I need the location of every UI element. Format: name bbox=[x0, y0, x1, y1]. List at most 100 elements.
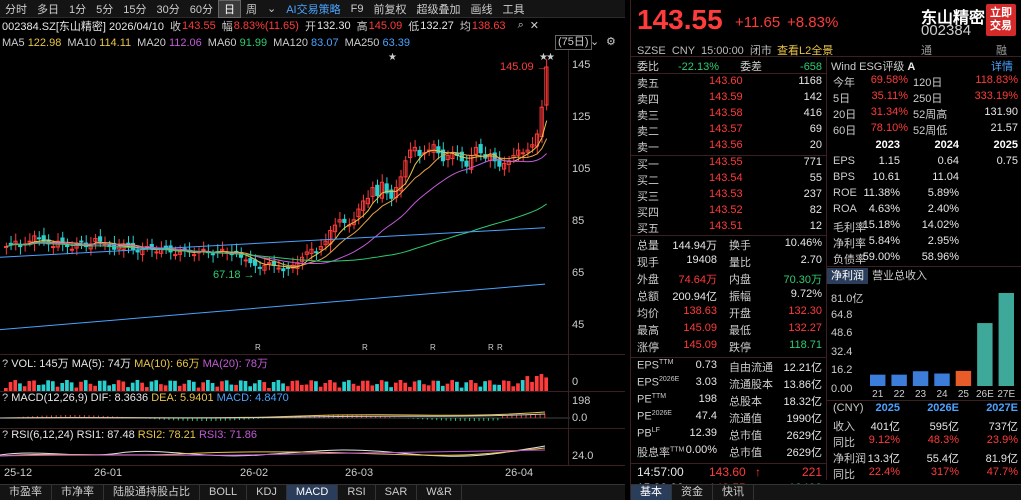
valuation-value: 198 bbox=[698, 393, 717, 405]
period-tab-8[interactable]: 周 bbox=[246, 3, 257, 16]
macd-bar bbox=[159, 418, 161, 420]
stat-label: 最高 bbox=[637, 325, 659, 337]
vol-bar bbox=[121, 381, 126, 391]
panel-tab-2[interactable]: 快讯 bbox=[713, 485, 754, 500]
indicator-tab-8[interactable]: W&R bbox=[417, 485, 462, 500]
indicator-tab-7[interactable]: SAR bbox=[376, 485, 418, 500]
stat-value: 74.64万 bbox=[678, 274, 717, 286]
candle bbox=[290, 264, 295, 269]
toolbar-action-4[interactable]: 画线 bbox=[470, 3, 493, 16]
period-tab-5[interactable]: 30分 bbox=[156, 3, 180, 16]
proj-value: 737亿 bbox=[988, 421, 1018, 433]
perf-label: 60日 bbox=[833, 125, 857, 137]
date-tick: 26-04 bbox=[505, 467, 534, 479]
bar-label: 21 bbox=[872, 389, 884, 398]
vol-bar bbox=[238, 380, 243, 391]
ma-days-select[interactable]: (75日) bbox=[555, 35, 592, 50]
l2-link[interactable]: 查看L2全景 bbox=[777, 45, 834, 57]
stat-value: 118.71 bbox=[789, 339, 822, 351]
period-tab-1[interactable]: 多日 bbox=[37, 3, 59, 16]
panel-tab-1[interactable]: 资金 bbox=[672, 485, 713, 500]
indicator-tab-3[interactable]: BOLL bbox=[200, 485, 248, 500]
indicator-tab-6[interactable]: RSI bbox=[338, 485, 376, 500]
settings-icon[interactable]: ⚙ bbox=[606, 36, 616, 48]
ask-row[interactable]: 卖二 143.57 69 bbox=[637, 123, 822, 139]
bar-tab-0[interactable]: 净利润 bbox=[827, 268, 868, 284]
search-icon[interactable]: ⌕ bbox=[517, 19, 524, 31]
toolbar-action-1[interactable]: F9 bbox=[350, 2, 364, 15]
bid-row[interactable]: 买二 143.54 55 bbox=[637, 172, 822, 188]
macd-bar bbox=[459, 418, 461, 421]
candle bbox=[445, 154, 450, 160]
book-level: 买一 bbox=[637, 159, 659, 171]
candle bbox=[4, 246, 9, 249]
indicator-tab-1[interactable]: 市净率 bbox=[52, 485, 104, 500]
macd-chart[interactable] bbox=[0, 406, 570, 428]
bar-26E bbox=[977, 323, 993, 386]
indicator-tab-4[interactable]: KDJ bbox=[247, 485, 287, 500]
stat-value: 10.46% bbox=[784, 237, 822, 249]
vol-bar bbox=[248, 386, 253, 391]
net-profit-chart[interactable]: 21 22 23 24 25 26E 27E bbox=[867, 290, 1017, 398]
macd-bar bbox=[97, 415, 99, 418]
book-level: 卖四 bbox=[637, 94, 659, 106]
toolbar-action-5[interactable]: 工具 bbox=[502, 3, 525, 16]
indicator-tab-0[interactable]: 市盈率 bbox=[0, 485, 52, 500]
bar-tab-1[interactable]: 营业总收入 bbox=[872, 270, 927, 282]
volume-chart[interactable] bbox=[0, 369, 570, 391]
candlestick-chart[interactable]: ★ ★★R R R R R bbox=[0, 50, 570, 355]
bar-axis-tick: 16.2 bbox=[831, 364, 853, 376]
period-tab-2[interactable]: 1分 bbox=[69, 3, 87, 16]
toolbar-action-2[interactable]: 前复权 bbox=[373, 3, 407, 16]
bid-row[interactable]: 买四 143.52 82 bbox=[637, 204, 822, 220]
chevron-down-icon[interactable]: ⌄ bbox=[267, 3, 277, 15]
bid-row[interactable]: 买五 143.51 12 bbox=[637, 220, 822, 236]
valuation-label: 流通值 bbox=[729, 413, 762, 425]
ask-row[interactable]: 卖四 143.59 142 bbox=[637, 91, 822, 107]
vol-bar bbox=[534, 375, 539, 391]
tick-time: 14:57:00 bbox=[637, 465, 684, 479]
book-volume: 55 bbox=[809, 172, 822, 184]
vol-bar bbox=[159, 384, 163, 391]
ask-row[interactable]: 卖五 143.60 1168 bbox=[637, 75, 822, 91]
book-price: 143.53 bbox=[709, 188, 743, 200]
valuation-label: 总市值 bbox=[729, 430, 762, 442]
candle bbox=[177, 251, 183, 255]
macd-bar bbox=[65, 415, 67, 418]
fin-value: 5.84% bbox=[868, 235, 900, 247]
valuation-suffix: LF bbox=[651, 427, 660, 434]
candle bbox=[27, 240, 32, 243]
details-link[interactable]: 详情 bbox=[991, 61, 1013, 73]
valuation-row: PBLF 12.39 总市值 2629亿 bbox=[637, 427, 822, 443]
period-tab-0[interactable]: 分时 bbox=[5, 3, 27, 16]
vol-bar bbox=[412, 381, 417, 391]
indicator-tab-2[interactable]: 陆股通持股占比 bbox=[104, 485, 200, 500]
ask-row[interactable]: 卖一 143.56 20 bbox=[637, 139, 822, 155]
period-tab-6[interactable]: 60分 bbox=[189, 3, 213, 16]
panel-tab-0[interactable]: 基本 bbox=[631, 485, 672, 500]
close-icon[interactable]: ✕ bbox=[529, 20, 539, 32]
period-tab-3[interactable]: 5分 bbox=[96, 3, 114, 16]
ask-row[interactable]: 卖三 143.58 416 bbox=[637, 107, 822, 123]
trade-now-button[interactable]: 立即交易 bbox=[986, 4, 1016, 36]
bid-row[interactable]: 买三 143.53 237 bbox=[637, 188, 822, 204]
vol-bar bbox=[337, 387, 342, 391]
candle bbox=[97, 236, 103, 242]
indicator-tab-5[interactable]: MACD bbox=[286, 485, 339, 500]
perf-label: 52周高 bbox=[913, 109, 948, 121]
vol-bar bbox=[267, 387, 271, 391]
period-tab-7[interactable]: 日 bbox=[218, 0, 241, 18]
toolbar-action-0[interactable]: AI交易策略 bbox=[286, 3, 341, 16]
toolbar-action-3[interactable]: 超级叠加 bbox=[416, 3, 461, 16]
candle bbox=[243, 259, 248, 262]
bid-row[interactable]: 买一 143.55 771 bbox=[637, 156, 822, 172]
rsi-chart[interactable] bbox=[0, 443, 570, 465]
vol-bar bbox=[50, 381, 55, 391]
macd-bar bbox=[365, 415, 367, 418]
macd-bar bbox=[516, 415, 518, 418]
candle bbox=[79, 240, 84, 243]
macd-bar bbox=[502, 416, 504, 418]
chevron-down-icon[interactable]: ⌄ bbox=[590, 36, 600, 48]
candle bbox=[379, 181, 385, 199]
period-tab-4[interactable]: 15分 bbox=[123, 3, 147, 16]
